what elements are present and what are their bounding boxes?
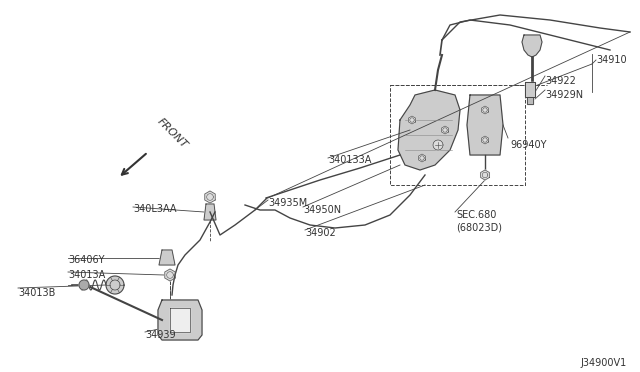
Text: 96940Y: 96940Y bbox=[510, 140, 547, 150]
Text: 34939: 34939 bbox=[145, 330, 175, 340]
Text: 34935M: 34935M bbox=[268, 198, 307, 208]
Text: 340133A: 340133A bbox=[328, 155, 371, 165]
Text: 340L3AA: 340L3AA bbox=[133, 204, 177, 214]
Polygon shape bbox=[408, 116, 415, 124]
Text: SEC.680: SEC.680 bbox=[456, 210, 497, 220]
Polygon shape bbox=[398, 90, 460, 170]
Text: 34013B: 34013B bbox=[18, 288, 56, 298]
Text: FRONT: FRONT bbox=[155, 116, 189, 150]
Text: (68023D): (68023D) bbox=[456, 222, 502, 232]
Polygon shape bbox=[159, 250, 175, 265]
Polygon shape bbox=[433, 140, 443, 150]
Polygon shape bbox=[522, 35, 542, 57]
Text: 34922: 34922 bbox=[545, 76, 576, 86]
Text: 36406Y: 36406Y bbox=[68, 255, 104, 265]
Text: 34929N: 34929N bbox=[545, 90, 583, 100]
Text: 34950N: 34950N bbox=[303, 205, 341, 215]
Text: 34902: 34902 bbox=[305, 228, 336, 238]
Polygon shape bbox=[106, 276, 124, 294]
Polygon shape bbox=[481, 136, 488, 144]
Polygon shape bbox=[419, 154, 426, 162]
Polygon shape bbox=[481, 106, 488, 114]
Polygon shape bbox=[525, 82, 535, 97]
Polygon shape bbox=[170, 308, 190, 332]
Polygon shape bbox=[165, 269, 175, 281]
Polygon shape bbox=[527, 97, 533, 104]
Polygon shape bbox=[79, 280, 89, 290]
Text: J34900V1: J34900V1 bbox=[580, 358, 627, 368]
Text: 34013A: 34013A bbox=[68, 270, 105, 280]
Polygon shape bbox=[158, 300, 202, 340]
Polygon shape bbox=[205, 191, 215, 203]
Polygon shape bbox=[467, 95, 503, 155]
Polygon shape bbox=[442, 126, 449, 134]
Text: 34910: 34910 bbox=[596, 55, 627, 65]
Polygon shape bbox=[204, 204, 216, 220]
Polygon shape bbox=[481, 170, 490, 180]
